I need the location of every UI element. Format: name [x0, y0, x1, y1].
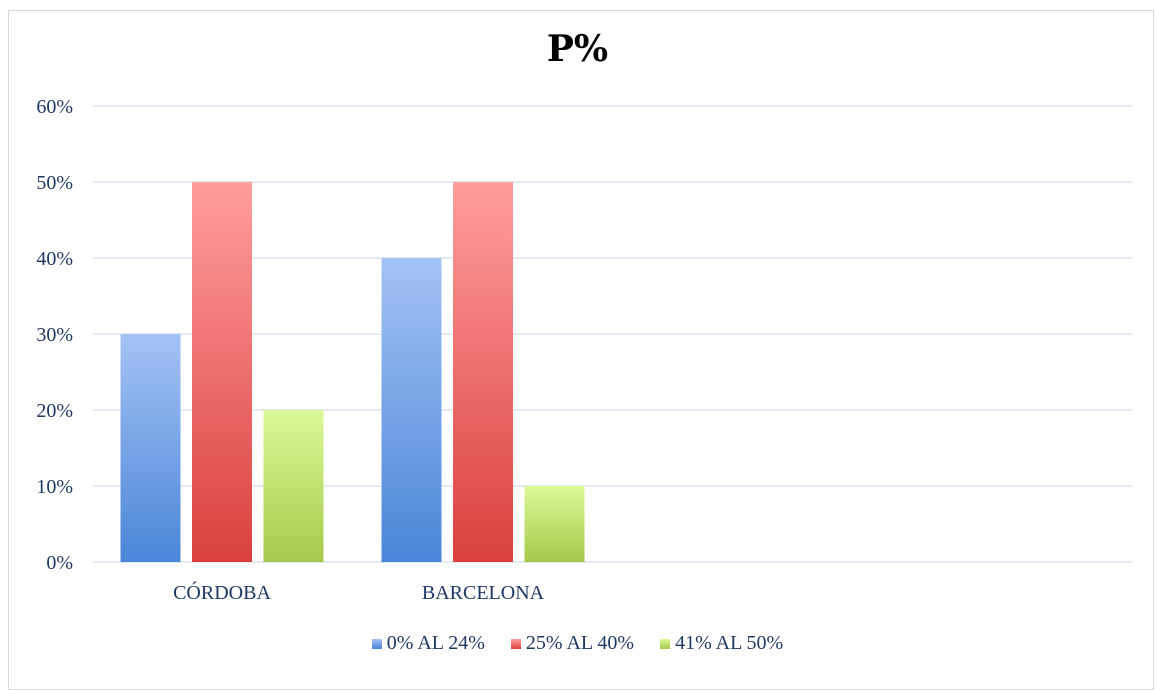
bar-1-2 — [524, 486, 585, 562]
legend-swatch-1 — [510, 638, 521, 649]
chart-title: P% — [546, 28, 609, 70]
bar-0-2 — [263, 410, 324, 562]
y-tick-label-0: 0% — [46, 552, 73, 574]
legend-swatch-0 — [371, 638, 382, 649]
legend-label-1: 25% AL 40% — [525, 632, 635, 654]
y-tick-label-3: 30% — [36, 324, 73, 346]
y-tick-label-4: 40% — [36, 248, 73, 270]
x-tick-label-1: BARCELONA — [422, 582, 545, 604]
legend-item-1: 25% AL 40% — [510, 632, 635, 655]
chart-plot: 0% 10% 20% 30% 40% 50% 60% CÓRDOBA BARCELONA — [36, 96, 1132, 604]
legend-item-2: 41% AL 50% — [660, 632, 783, 655]
y-tick-label-5: 50% — [36, 172, 73, 194]
y-tick-label-6: 60% — [36, 96, 73, 118]
bar-0-1 — [192, 182, 252, 562]
bar-1-0 — [381, 258, 442, 562]
chart-legend: 0% AL 24% 25% AL 40% 41% AL 50% — [0, 632, 1155, 655]
bar-0-0 — [120, 334, 181, 562]
legend-item-0: 0% AL 24% — [371, 632, 485, 655]
x-tick-label-0: CÓRDOBA — [173, 580, 271, 604]
legend-label-2: 41% AL 50% — [675, 632, 784, 654]
bar-1-1 — [453, 182, 513, 562]
y-tick-label-2: 20% — [36, 400, 73, 422]
legend-swatch-2 — [660, 638, 671, 649]
legend-label-0: 0% AL 24% — [386, 632, 485, 654]
y-tick-label-1: 10% — [36, 476, 73, 498]
